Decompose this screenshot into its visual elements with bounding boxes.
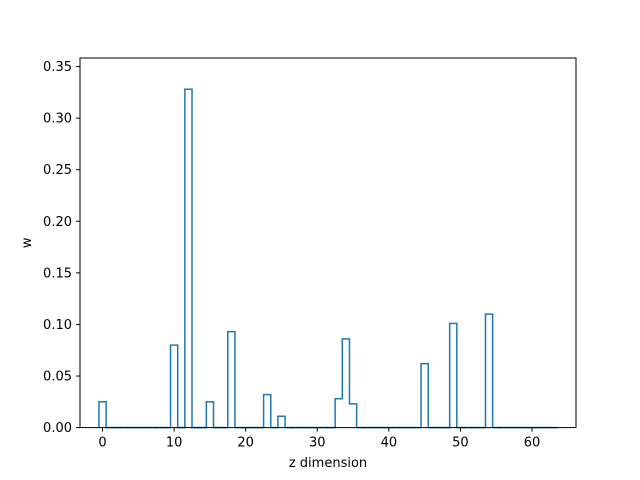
x-tick-label: 0 (98, 436, 106, 451)
y-tick-label: 0.00 (43, 421, 72, 436)
y-tick-label: 0.35 (43, 60, 72, 75)
x-tick-label: 40 (381, 436, 398, 451)
x-tick-label: 20 (237, 436, 254, 451)
y-tick-label: 0.25 (43, 163, 72, 178)
x-tick-label: 30 (309, 436, 326, 451)
x-tick-label: 10 (166, 436, 183, 451)
x-tick-label: 50 (452, 436, 469, 451)
y-tick-label: 0.30 (43, 112, 72, 127)
y-tick-label: 0.20 (43, 215, 72, 230)
x-tick-label: 60 (524, 436, 541, 451)
y-tick-label: 0.05 (43, 370, 72, 385)
x-axis-label: z dimension (289, 456, 367, 471)
y-axis: 0.00 0.05 0.10 0.15 0.20 0.25 0.30 0.35 (43, 60, 80, 436)
y-tick-label: 0.15 (43, 266, 72, 281)
plot-frame (79, 57, 577, 429)
y-axis-label: w (20, 237, 35, 248)
x-axis: 0 10 20 30 40 50 60 (98, 427, 541, 451)
y-tick-label: 0.10 (43, 318, 72, 333)
